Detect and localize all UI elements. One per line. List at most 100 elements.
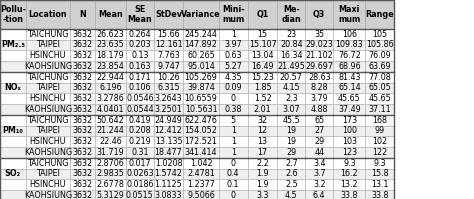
Bar <box>95 0 126 29</box>
Bar <box>365 115 394 126</box>
Bar <box>219 93 248 104</box>
Bar <box>126 0 154 29</box>
Bar <box>95 169 126 179</box>
Bar <box>277 169 305 179</box>
Text: 4.5: 4.5 <box>285 191 298 199</box>
Bar <box>26 147 70 158</box>
Bar <box>277 147 305 158</box>
Bar <box>305 40 333 50</box>
Text: 3632: 3632 <box>73 83 92 93</box>
Bar <box>95 115 126 126</box>
Text: 173: 173 <box>342 116 357 125</box>
Bar <box>154 126 183 136</box>
Bar <box>305 72 333 83</box>
Bar <box>333 158 365 169</box>
Bar <box>219 50 248 61</box>
Bar <box>95 72 126 83</box>
Bar <box>365 126 394 136</box>
Text: 3632: 3632 <box>73 62 92 71</box>
Text: 106: 106 <box>342 30 357 39</box>
Text: 0.208: 0.208 <box>128 126 151 136</box>
Text: 32: 32 <box>257 116 268 125</box>
Text: 0: 0 <box>231 191 236 199</box>
Text: 16.2: 16.2 <box>340 169 358 179</box>
Text: 33.8: 33.8 <box>371 191 388 199</box>
Text: 19: 19 <box>286 137 296 146</box>
Bar <box>365 50 394 61</box>
Bar <box>183 115 219 126</box>
Text: 76.09: 76.09 <box>368 51 391 60</box>
Text: 24.949: 24.949 <box>155 116 182 125</box>
Text: 15.107: 15.107 <box>249 40 276 50</box>
Text: Q1: Q1 <box>256 10 269 19</box>
Text: 2.4781: 2.4781 <box>187 169 215 179</box>
Text: 20.57: 20.57 <box>280 73 303 82</box>
Bar <box>305 104 333 115</box>
Text: 65.14: 65.14 <box>338 83 361 93</box>
Bar <box>70 136 95 147</box>
Bar <box>183 0 219 29</box>
Bar <box>0 0 26 29</box>
Text: HSINCHU: HSINCHU <box>29 137 66 146</box>
Bar <box>248 93 277 104</box>
Bar <box>305 190 333 199</box>
Text: 26.623: 26.623 <box>97 30 124 39</box>
Text: 1: 1 <box>231 137 236 146</box>
Text: 37.11: 37.11 <box>368 105 391 114</box>
Text: 16.49: 16.49 <box>251 62 274 71</box>
Bar <box>305 115 333 126</box>
Bar <box>248 115 277 126</box>
Text: 9.3: 9.3 <box>343 159 356 168</box>
Text: 105: 105 <box>372 30 387 39</box>
Text: 5.27: 5.27 <box>224 62 242 71</box>
Text: 23: 23 <box>286 30 296 39</box>
Text: 15.8: 15.8 <box>371 169 389 179</box>
Bar <box>95 29 126 40</box>
Bar <box>95 190 126 199</box>
Bar <box>70 93 95 104</box>
Text: 3632: 3632 <box>73 116 92 125</box>
Bar <box>183 147 219 158</box>
Bar <box>365 158 394 169</box>
Text: 341.414: 341.414 <box>185 148 217 157</box>
Bar <box>0 136 26 147</box>
Text: 0.63: 0.63 <box>225 51 242 60</box>
Text: 0.0515: 0.0515 <box>126 191 154 199</box>
Text: 2.6: 2.6 <box>285 169 298 179</box>
Text: 100: 100 <box>342 126 357 136</box>
Bar <box>248 190 277 199</box>
Text: 50.642: 50.642 <box>97 116 124 125</box>
Text: 1.0208: 1.0208 <box>155 159 182 168</box>
Text: 9.5066: 9.5066 <box>187 191 215 199</box>
Text: 9.3: 9.3 <box>374 159 386 168</box>
Text: 8.28: 8.28 <box>310 83 328 93</box>
Bar <box>277 29 305 40</box>
Text: TAICHUNG: TAICHUNG <box>27 30 69 39</box>
Text: 103: 103 <box>342 137 357 146</box>
Bar <box>0 158 26 169</box>
Text: 22.944: 22.944 <box>97 73 124 82</box>
Text: 9.747: 9.747 <box>157 62 180 71</box>
Bar <box>70 147 95 158</box>
Text: 44: 44 <box>314 148 324 157</box>
Text: 0.171: 0.171 <box>128 73 151 82</box>
Text: 16.34: 16.34 <box>280 51 302 60</box>
Bar <box>154 29 183 40</box>
Bar <box>219 40 248 50</box>
Text: 3.3: 3.3 <box>256 191 269 199</box>
Text: 1.042: 1.042 <box>190 159 212 168</box>
Bar <box>126 93 154 104</box>
Bar <box>70 50 95 61</box>
Bar <box>277 136 305 147</box>
Text: 12.412: 12.412 <box>155 126 182 136</box>
Text: 29: 29 <box>314 137 324 146</box>
Text: 6.315: 6.315 <box>157 83 180 93</box>
Bar <box>26 93 70 104</box>
Bar <box>70 83 95 93</box>
Text: 4.35: 4.35 <box>224 73 242 82</box>
Bar <box>95 93 126 104</box>
Text: 3.97: 3.97 <box>224 40 242 50</box>
Text: TAIPEI: TAIPEI <box>36 83 60 93</box>
Text: TAICHUNG: TAICHUNG <box>27 116 69 125</box>
Text: 18.179: 18.179 <box>97 51 124 60</box>
